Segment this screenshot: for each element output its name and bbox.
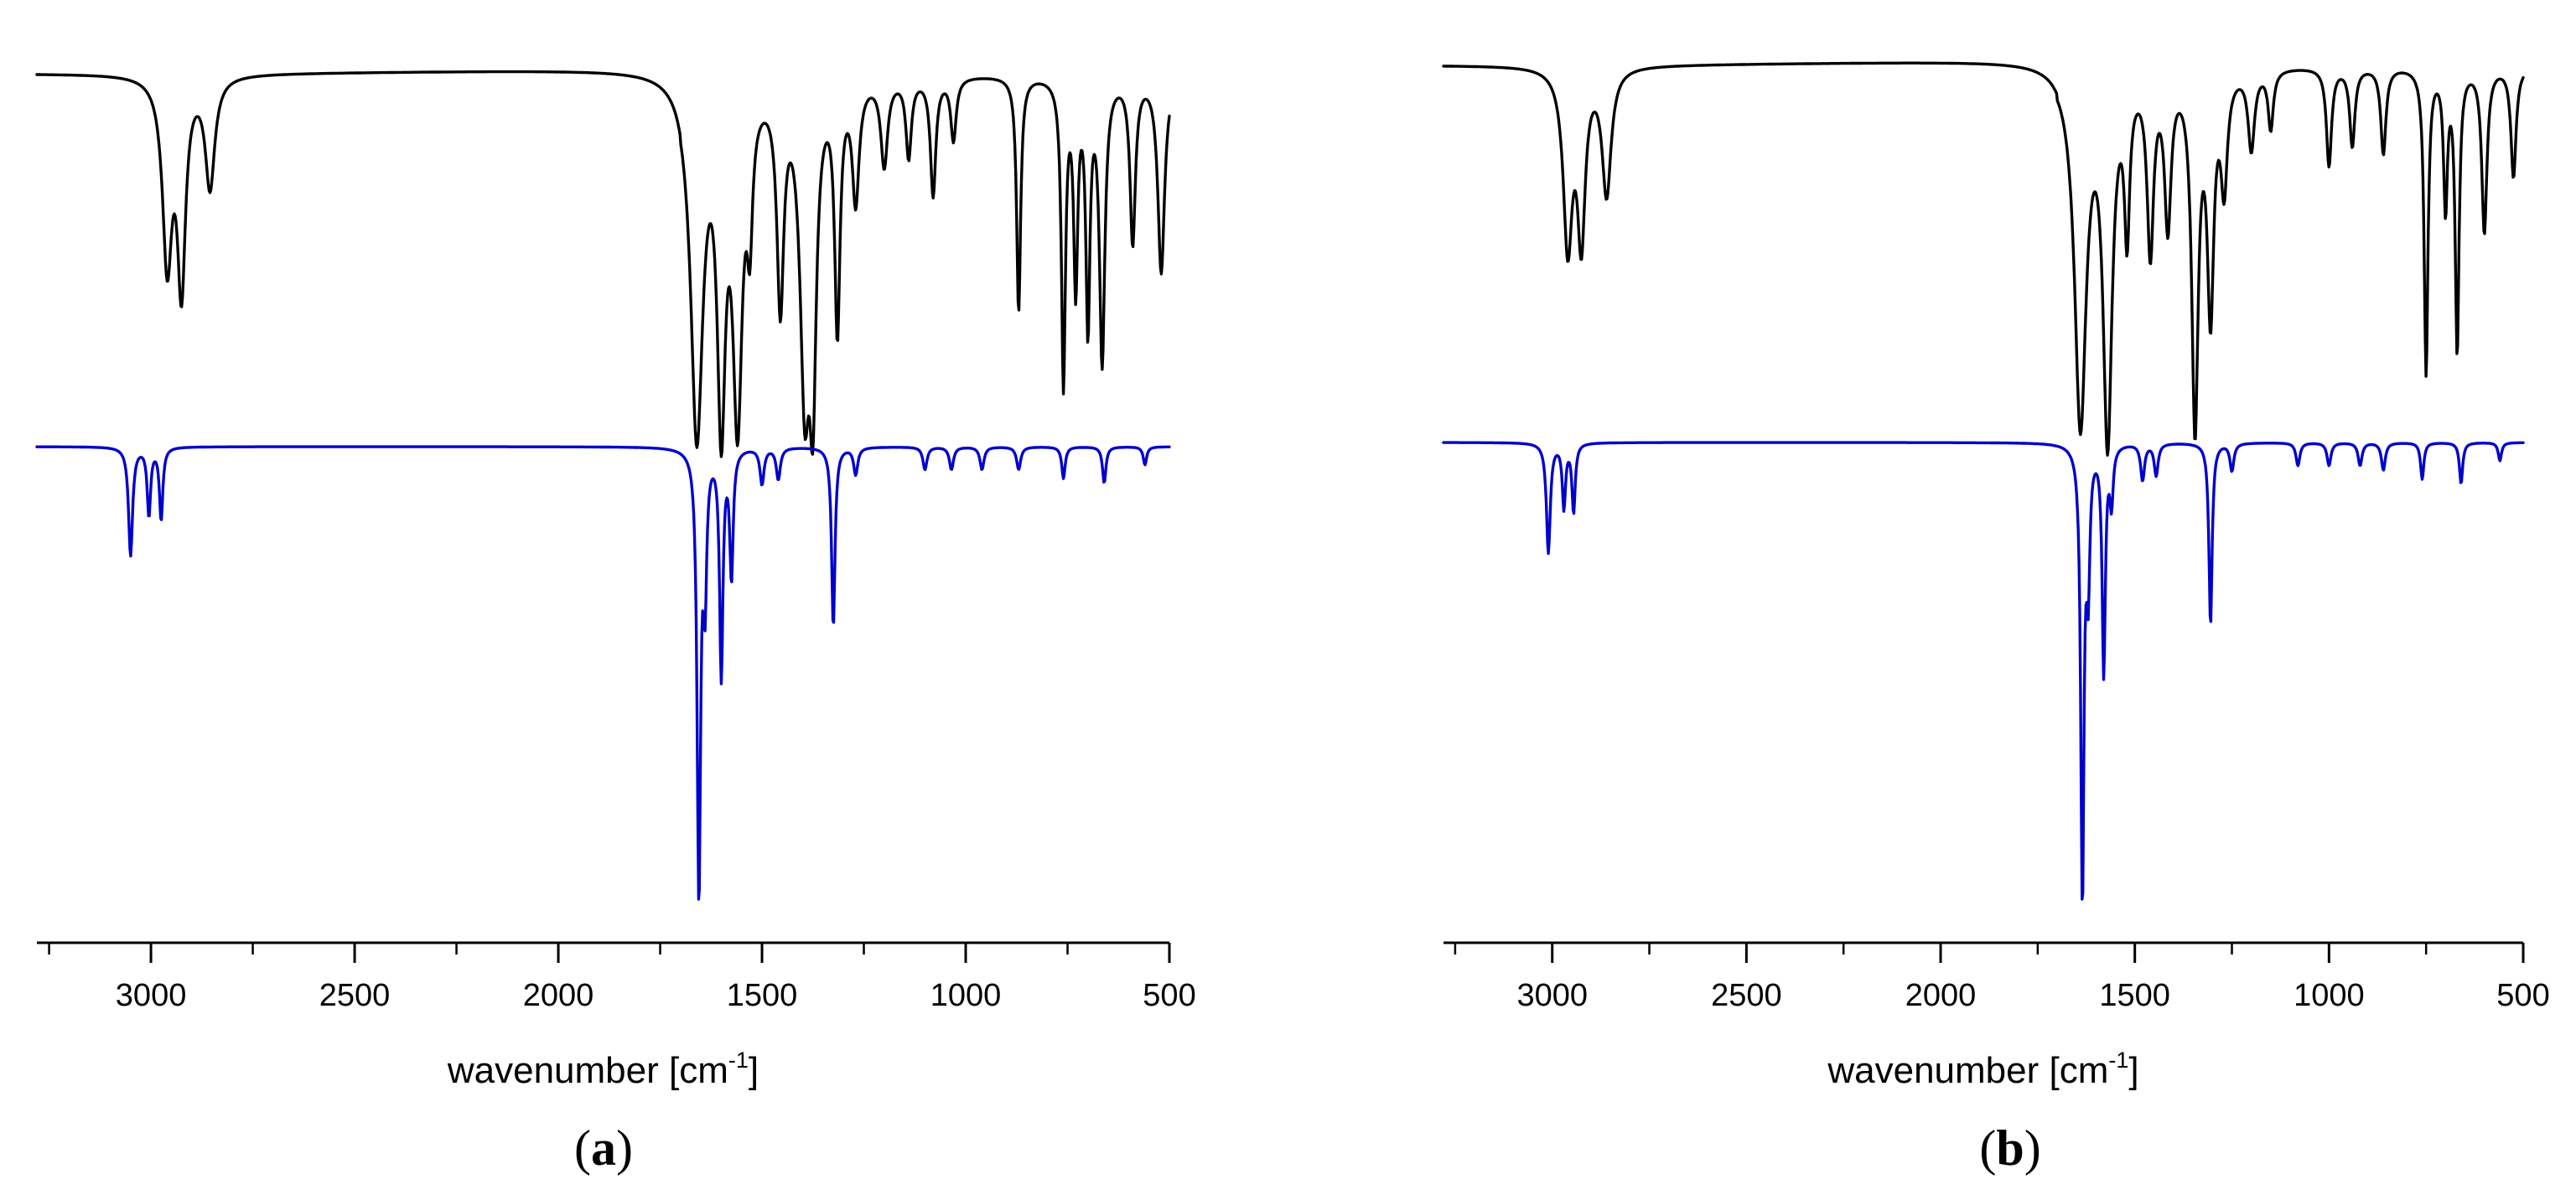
experimental-spectrum-line <box>1442 61 2525 457</box>
x-tick-label: 2500 <box>319 978 391 1013</box>
calculated-spectrum-line <box>35 445 1171 901</box>
panel-label: (b) <box>1979 1120 2040 1176</box>
x-tick-label: 2500 <box>1711 978 1782 1013</box>
x-axis-title: wavenumber [cm-1] <box>1827 1048 2138 1091</box>
x-tick-label: 3000 <box>116 978 187 1013</box>
panel-b: 3000 2500 2000 1500 1000 500 wavenumber [cm-1]… <box>1442 61 2550 1176</box>
x-tick-label: 1500 <box>2099 978 2170 1013</box>
panel-label: (a) <box>574 1120 633 1176</box>
calculated-spectrum-line <box>1442 441 2525 901</box>
experimental-spectrum-line <box>35 70 1171 458</box>
panel-a: 3000 2500 2000 1500 1000 500 wavenumber [cm-1]… <box>35 70 1196 1176</box>
x-tick-label: 2000 <box>1905 978 1977 1013</box>
x-tick-label: 1000 <box>930 978 1002 1013</box>
x-axis-title: wavenumber [cm-1] <box>447 1048 759 1091</box>
x-tick-label: 3000 <box>1516 978 1588 1013</box>
x-tick-label: 1000 <box>2294 978 2365 1013</box>
x-tick-label: 500 <box>1143 978 1195 1013</box>
x-tick-label: 1500 <box>727 978 798 1013</box>
x-tick-label: 2000 <box>523 978 594 1013</box>
x-tick-label: 500 <box>2496 978 2549 1013</box>
